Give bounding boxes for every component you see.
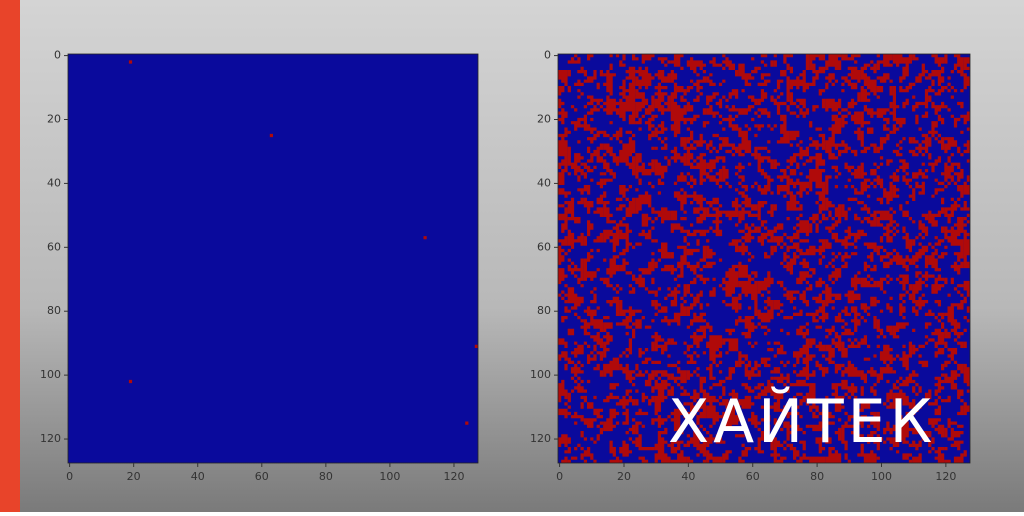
x-tick-label: 0 <box>66 470 73 483</box>
heatmap-cells <box>558 54 971 463</box>
y-tick-label: 100 <box>530 368 551 381</box>
side-stripe <box>0 0 20 512</box>
plot-frame <box>67 53 479 464</box>
x-tick-label: 100 <box>871 470 892 483</box>
x-tick-label: 100 <box>379 470 400 483</box>
x-tick-label: 20 <box>617 470 631 483</box>
y-tick-label: 20 <box>47 113 61 126</box>
heatmap-background <box>68 54 478 463</box>
x-tick-label: 120 <box>443 470 464 483</box>
x-tick-label: 60 <box>255 470 269 483</box>
y-tick-label: 80 <box>47 304 61 317</box>
y-tick-label: 100 <box>40 368 61 381</box>
x-tick-label: 120 <box>935 470 956 483</box>
y-tick-label: 0 <box>54 49 61 62</box>
y-tick-label: 120 <box>530 432 551 445</box>
x-tick-label: 40 <box>681 470 695 483</box>
y-tick-label: 20 <box>537 113 551 126</box>
y-tick-label: 120 <box>40 432 61 445</box>
x-tick-label: 60 <box>746 470 760 483</box>
y-tick-label: 40 <box>47 176 61 189</box>
x-tick-label: 40 <box>191 470 205 483</box>
y-tick-label: 0 <box>544 49 551 62</box>
x-tick-label: 80 <box>319 470 333 483</box>
plot-frame <box>557 53 971 464</box>
x-tick-label: 20 <box>127 470 141 483</box>
x-tick-label: 80 <box>810 470 824 483</box>
watermark: ХАЙТЕК <box>668 385 936 457</box>
y-tick-label: 40 <box>537 176 551 189</box>
y-tick-label: 80 <box>537 304 551 317</box>
x-tick-label: 0 <box>556 470 563 483</box>
y-tick-label: 60 <box>47 240 61 253</box>
y-tick-label: 60 <box>537 240 551 253</box>
